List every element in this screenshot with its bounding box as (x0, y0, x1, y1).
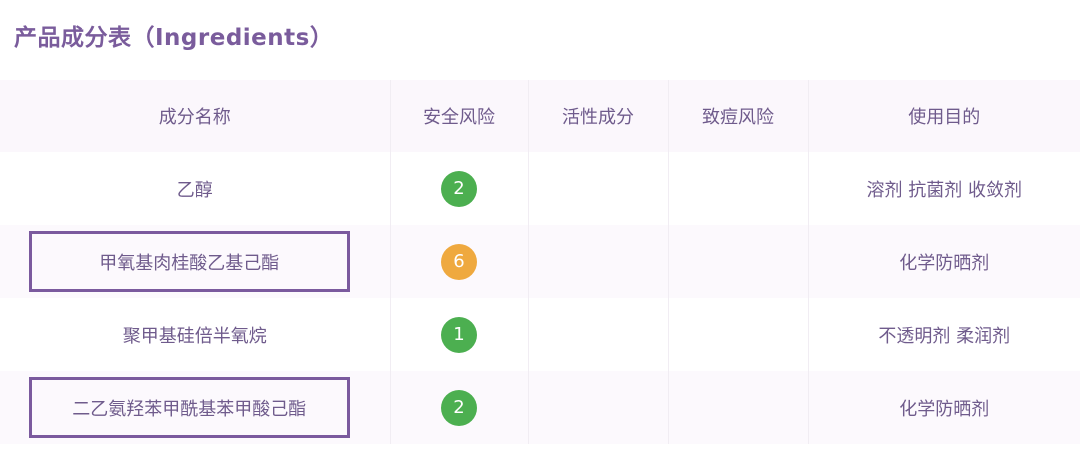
table-row[interactable]: 二乙氨羟苯甲酰基苯甲酸己酯 2 化学防晒剂 (0, 371, 1080, 444)
column-header-acne: 致痘风险 (668, 80, 809, 152)
cell-acne (668, 371, 809, 444)
cell-name: 乙醇 (0, 152, 391, 225)
column-header-purpose: 使用目的 (908, 107, 981, 128)
cell-risk: 2 (390, 371, 529, 444)
risk-badge: 6 (441, 243, 477, 280)
cell-name: 甲氧基肉桂酸乙基己酯 (0, 225, 391, 298)
page-title: 产品成分表（Ingredients） (14, 25, 334, 51)
highlight-box: 二乙氨羟苯甲酰基苯甲酸己酯 (29, 377, 350, 438)
cell-name: 聚甲基硅倍半氧烷 (0, 298, 391, 371)
table-header: 成分名称 安全风险 活性成分 致痘风险 使用目的 (0, 80, 1080, 152)
cell-purpose: 溶剂 抗菌剂 收敛剂 (866, 179, 1022, 201)
cell-risk: 1 (390, 298, 529, 371)
cell-risk: 2 (390, 152, 529, 225)
cell-acne (668, 225, 809, 298)
cell-active (528, 371, 669, 444)
cell-purpose: 不透明剂 柔润剂 (878, 325, 1011, 347)
table-row[interactable]: 甲氧基肉桂酸乙基己酯 6 化学防晒剂 (0, 225, 1080, 298)
ingredient-name: 甲氧基肉桂酸乙基己酯 (99, 252, 280, 274)
cell-acne (668, 298, 809, 371)
risk-badge: 2 (441, 170, 477, 207)
cell-purpose: 化学防晒剂 (899, 252, 990, 274)
cell-risk: 6 (390, 225, 529, 298)
column-header-name: 成分名称 (0, 80, 391, 152)
table-row[interactable]: 乙醇 2 溶剂 抗菌剂 收敛剂 (0, 152, 1080, 225)
ingredient-name: 二乙氨羟苯甲酰基苯甲酸己酯 (72, 398, 307, 420)
column-header-risk: 安全风险 (390, 80, 529, 152)
cell-acne (668, 152, 809, 225)
cell-active (528, 225, 669, 298)
cell-active (528, 298, 669, 371)
table-row[interactable]: 聚甲基硅倍半氧烷 1 不透明剂 柔润剂 (0, 298, 1080, 371)
cell-name: 二乙氨羟苯甲酰基苯甲酸己酯 (0, 371, 391, 444)
ingredient-name: 聚甲基硅倍半氧烷 (122, 325, 267, 347)
risk-badge: 1 (441, 316, 477, 353)
cell-active (528, 152, 669, 225)
highlight-box: 甲氧基肉桂酸乙基己酯 (29, 231, 350, 292)
ingredient-name: 乙醇 (176, 179, 213, 201)
risk-badge: 2 (441, 389, 477, 426)
cell-purpose: 化学防晒剂 (899, 398, 990, 420)
column-header-active: 活性成分 (528, 80, 669, 152)
ingredients-table: 成分名称 安全风险 活性成分 致痘风险 使用目的 乙醇 2 溶剂 抗菌剂 收敛剂… (0, 80, 1080, 444)
